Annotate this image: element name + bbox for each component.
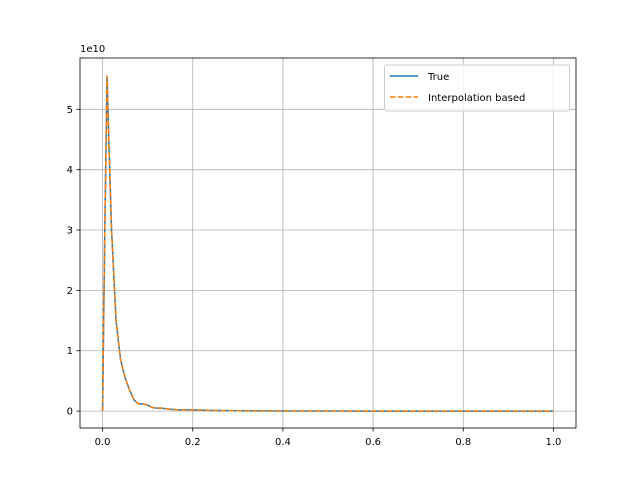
y-offset-label: 1e10 <box>80 44 105 55</box>
x-tick-label: 0.8 <box>455 437 471 448</box>
x-tick-label: 0.0 <box>95 437 111 448</box>
grid <box>80 58 576 428</box>
legend-box <box>384 64 570 112</box>
x-tick-label: 0.2 <box>185 437 201 448</box>
axis-ticks: 0.0 0.2 0.4 0.6 0.8 1.0 0 1 2 3 4 5 <box>67 105 562 448</box>
x-tick-label: 1.0 <box>546 437 562 448</box>
plot-area <box>80 58 576 428</box>
y-tick-label: 3 <box>67 226 73 237</box>
x-tick-label: 0.4 <box>275 437 291 448</box>
plot-frame <box>79 57 577 429</box>
legend-label-interpolation-based: Interpolation based <box>428 93 525 104</box>
y-tick-label: 2 <box>67 286 73 297</box>
legend-label-true: True <box>427 72 449 83</box>
x-tick-label: 0.6 <box>365 437 381 448</box>
y-tick-label: 0 <box>67 407 73 418</box>
series-lines <box>101 75 554 412</box>
series-line-interpolation-based <box>101 75 554 412</box>
y-tick-label: 5 <box>67 105 73 116</box>
y-tick-label: 1 <box>67 346 73 357</box>
y-tick-label: 4 <box>67 165 73 176</box>
legend: True Interpolation based <box>384 64 570 112</box>
